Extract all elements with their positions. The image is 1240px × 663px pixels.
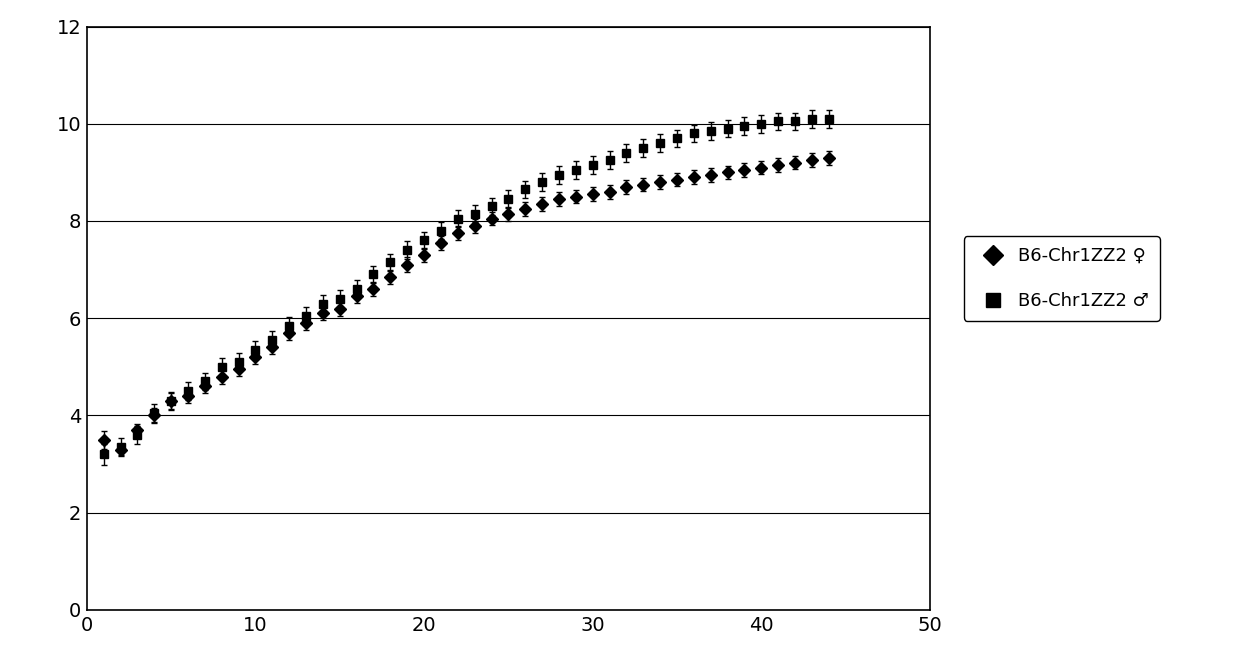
Legend: B6-Chr1ZZ2 ♀, B6-Chr1ZZ2 ♂: B6-Chr1ZZ2 ♀, B6-Chr1ZZ2 ♂	[963, 236, 1159, 321]
